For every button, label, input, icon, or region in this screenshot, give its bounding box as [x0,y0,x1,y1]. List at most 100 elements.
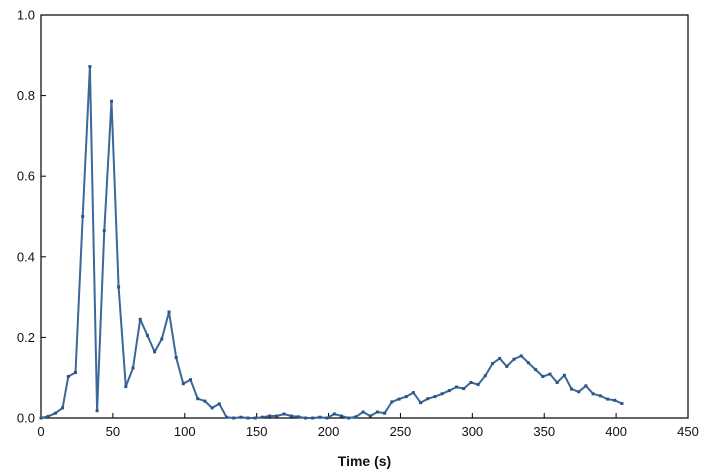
data-point [584,384,588,388]
data-point [81,215,85,218]
series-line [40,65,623,419]
data-point [368,414,372,418]
data-point [340,414,343,418]
y-tick-label: 0.8 [17,88,35,103]
x-tick-label: 0 [37,424,44,439]
y-tick-label: 0.4 [17,249,35,264]
data-point [268,414,272,418]
data-point [347,416,351,420]
data-point [426,397,430,401]
data-point [555,381,559,384]
data-point [375,410,379,414]
data-point [526,361,530,365]
data-point [404,395,408,399]
data-point [88,65,92,69]
y-tick-label: 1.0 [17,8,35,23]
data-point [203,399,207,403]
data-point [296,415,300,419]
data-point [397,397,401,401]
data-point [225,415,228,419]
x-tick-label: 250 [390,424,412,439]
data-point [519,354,523,358]
data-point [232,416,236,420]
data-point [447,389,451,393]
data-point [591,392,595,396]
data-point [53,411,57,415]
data-point [196,397,200,401]
data-point [577,390,581,394]
data-point [289,414,293,418]
data-point [74,371,77,374]
data-point [390,400,394,404]
data-point [282,412,286,416]
data-point [253,416,257,420]
x-tick-label: 300 [461,424,483,439]
data-point [66,375,70,378]
y-tick-label: 0.0 [17,411,35,426]
data-point [145,333,149,337]
x-tick-label: 400 [605,424,627,439]
series-layer [39,65,624,420]
data-point [469,381,473,384]
data-point [189,378,192,382]
x-tick-label: 50 [106,424,120,439]
data-point [512,357,516,361]
data-point [95,409,99,413]
data-point [440,392,444,396]
x-axis-title: Time (s) [338,453,391,469]
y-tick-label: 0.2 [17,330,35,345]
data-point [61,406,65,410]
data-point [239,415,243,419]
y-axis: 0.0 0.2 0.4 0.6 0.8 1.0 [17,8,46,426]
x-tick-label: 200 [318,424,340,439]
data-point [483,374,487,378]
data-point [304,416,308,420]
data-point [433,395,437,399]
data-point [167,310,171,314]
data-point [419,401,423,405]
data-point [311,416,315,420]
data-point [534,368,538,372]
data-point [354,415,358,419]
data-point [110,99,113,103]
data-point [570,387,573,391]
data-point [160,337,164,341]
data-point [383,411,387,415]
data-point [246,416,250,420]
data-point [131,366,135,370]
plot-area-frame [40,14,689,419]
data-point [541,375,545,378]
data-point [174,356,178,360]
data-point [598,394,602,398]
data-point [498,356,502,360]
data-point [210,406,214,410]
data-point [491,362,494,366]
data-point [318,415,322,419]
data-point [138,317,142,321]
data-point [46,414,50,418]
data-point [613,398,617,402]
data-point [462,387,466,391]
data-point [117,285,121,289]
data-point [260,415,264,419]
x-tick-label: 450 [677,424,699,439]
x-tick-label: 100 [174,424,196,439]
y-tick-label: 0.6 [17,169,35,184]
x-tick-label: 350 [533,424,555,439]
data-point [102,229,106,233]
data-point [275,414,279,418]
data-point [548,372,552,376]
data-point [124,385,128,389]
data-point [332,412,336,416]
data-point [325,416,329,420]
x-tick-label: 150 [246,424,268,439]
data-point [455,385,458,389]
data-point [620,402,624,405]
data-point [606,397,609,401]
data-point [476,383,480,387]
data-point [181,382,185,386]
x-axis: 0 50 100 150 200 250 300 350 400 450 [37,413,699,439]
data-point [217,402,221,406]
data-point [505,364,509,368]
